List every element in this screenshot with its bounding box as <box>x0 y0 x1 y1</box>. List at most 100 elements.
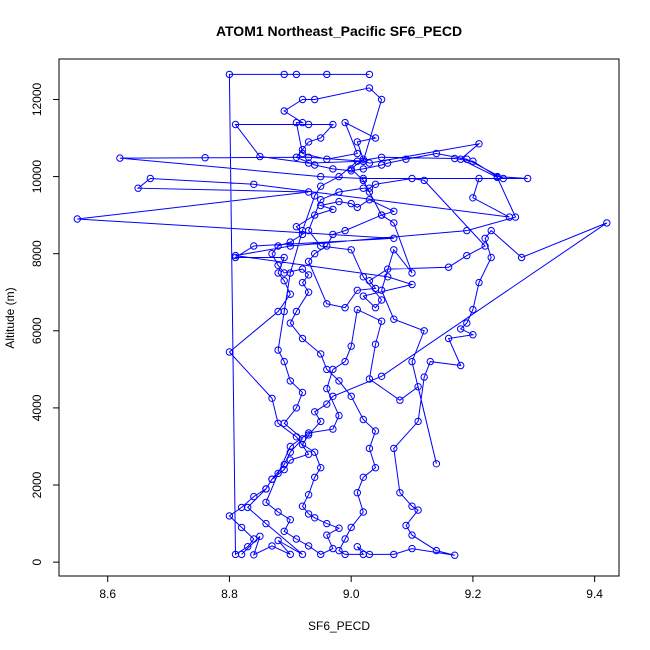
data-point <box>286 516 294 524</box>
y-tick-label: 12000 <box>30 82 44 116</box>
data-point <box>250 242 258 250</box>
y-tick-label: 8000 <box>30 240 44 267</box>
data-point <box>463 251 471 260</box>
data-point <box>444 263 453 271</box>
data-point <box>280 253 288 262</box>
data-point <box>463 155 471 163</box>
data-point <box>304 226 313 235</box>
data-point <box>304 491 313 499</box>
y-tick-label: 6000 <box>30 317 44 344</box>
data-point <box>469 331 477 339</box>
data-point <box>329 365 337 374</box>
data-point <box>304 138 313 146</box>
data-point <box>365 188 374 196</box>
data-point <box>292 433 301 441</box>
data-point <box>298 230 307 239</box>
data-point <box>201 154 209 162</box>
data-point <box>286 319 294 327</box>
data-point <box>603 219 611 227</box>
data-point <box>304 288 313 296</box>
data-point <box>353 543 361 551</box>
data-point <box>237 503 246 512</box>
data-point <box>377 153 386 162</box>
data-point <box>359 176 367 185</box>
data-point <box>225 348 234 356</box>
data-point <box>317 196 325 204</box>
data-point <box>317 201 325 210</box>
data-point <box>341 550 349 559</box>
data-point <box>335 411 343 420</box>
data-point <box>505 213 514 221</box>
data-point <box>298 550 307 559</box>
data-point <box>359 473 367 481</box>
data-point <box>390 234 398 243</box>
y-tick-label: 10000 <box>30 160 44 194</box>
data-point <box>335 524 343 532</box>
data-point <box>304 510 313 518</box>
data-point <box>353 138 361 146</box>
data-point <box>323 384 331 393</box>
data-point <box>231 550 240 559</box>
data-point <box>365 444 374 453</box>
data-point <box>402 521 410 530</box>
data-point <box>280 70 288 79</box>
data-point <box>298 334 307 343</box>
data-point <box>323 531 331 539</box>
data-point <box>292 307 301 316</box>
data-point <box>475 174 483 183</box>
data-point <box>280 107 288 115</box>
data-point <box>359 155 367 163</box>
data-point <box>317 464 325 472</box>
data-point <box>274 261 282 269</box>
data-point <box>469 305 477 314</box>
data-point <box>359 508 367 516</box>
data-point <box>298 440 307 449</box>
data-point <box>377 286 386 294</box>
data-point <box>317 417 325 426</box>
data-point <box>280 527 288 535</box>
data-point <box>475 140 483 148</box>
data-point <box>292 535 301 543</box>
data-point <box>323 519 331 528</box>
data-point <box>359 292 367 300</box>
data-point <box>335 377 343 385</box>
data-point <box>353 149 361 158</box>
data-point <box>341 226 349 235</box>
data-point <box>408 502 416 510</box>
data-point <box>371 134 380 142</box>
data-point <box>225 512 234 520</box>
data-point <box>457 325 465 333</box>
data-point <box>414 417 422 426</box>
x-axis: 8.6 8.8 9.0 9.2 9.4 <box>99 575 603 601</box>
x-tick-label: 9.4 <box>586 587 603 601</box>
data-point <box>341 118 349 127</box>
data-point <box>341 357 349 366</box>
data-point <box>298 388 307 397</box>
data-point <box>268 394 276 402</box>
data-point <box>311 408 319 416</box>
data-point <box>353 305 361 314</box>
data-point <box>323 70 331 79</box>
data-point <box>286 242 294 250</box>
data-point <box>353 286 361 294</box>
data-point <box>280 460 288 469</box>
data-point <box>487 226 495 235</box>
data-point <box>323 242 331 250</box>
y-tick-label: 2000 <box>30 471 44 498</box>
data-point <box>377 211 386 219</box>
data-point <box>451 551 459 559</box>
data-point <box>390 550 398 559</box>
data-point <box>311 514 319 522</box>
data-point <box>304 450 313 458</box>
data-point <box>317 350 325 358</box>
data-point <box>365 550 374 559</box>
data-point <box>292 70 301 79</box>
data-point <box>359 157 367 165</box>
data-point <box>402 155 410 163</box>
x-tick-label: 9.0 <box>343 587 360 601</box>
y-tick-label: 4000 <box>30 394 44 421</box>
y-axis: 0 2000 4000 6000 8000 10000 12000 <box>30 82 60 565</box>
data-point <box>298 502 307 510</box>
data-point <box>323 300 331 308</box>
data-point <box>371 427 380 435</box>
